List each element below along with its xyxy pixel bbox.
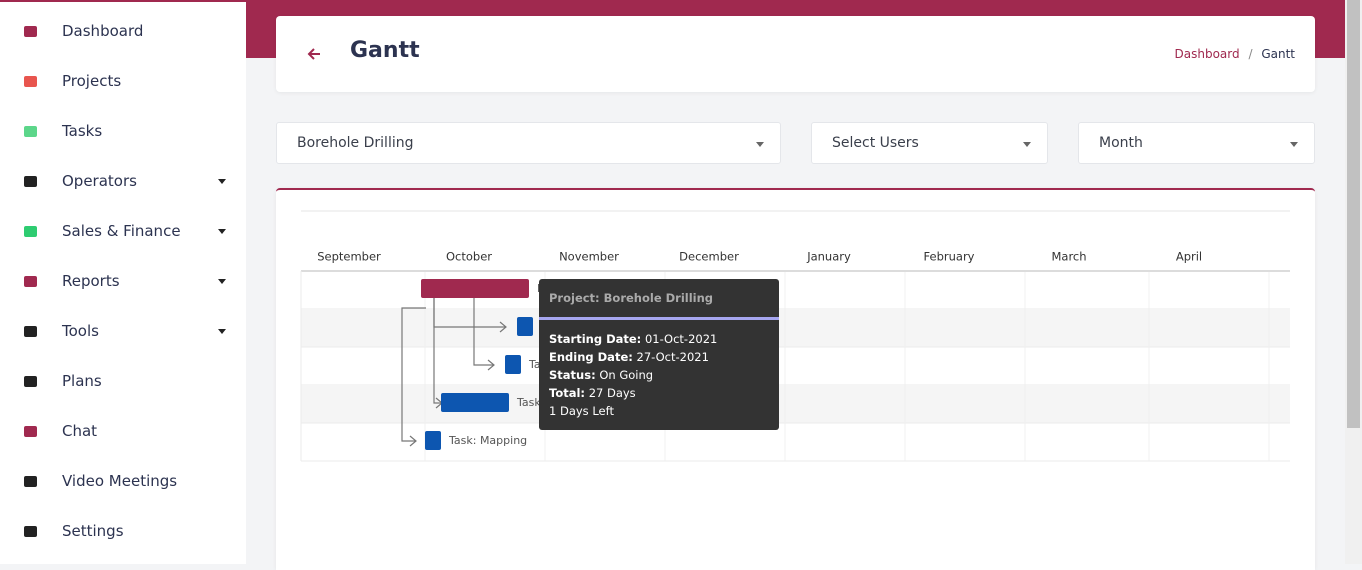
nav-label: Settings (62, 522, 124, 540)
tooltip-line: Total: 27 Days (549, 386, 636, 400)
month-label: October (446, 250, 492, 264)
month-label: January (806, 250, 851, 264)
nav-caret (218, 228, 226, 234)
month-label: February (924, 250, 975, 264)
filter-caret (1290, 142, 1298, 147)
nav-label: Video Meetings (62, 472, 178, 490)
row-band (301, 309, 1290, 347)
nav-icon (24, 475, 37, 487)
nav-label: Sales & Finance (62, 222, 181, 240)
tooltip-key: Total: (549, 386, 586, 400)
nav-item[interactable]: Plans (0, 356, 246, 406)
nav-icon (24, 425, 37, 437)
header-card (276, 16, 1315, 92)
month-label: March (1051, 250, 1086, 264)
nav-item[interactable]: Projects (0, 56, 246, 106)
nav-label: Operators (62, 172, 137, 190)
page-title: Gantt (350, 38, 420, 63)
connector-arrow (487, 359, 495, 371)
nav-label: Tasks (62, 122, 103, 140)
connector (433, 298, 442, 404)
connector (401, 307, 426, 442)
nav-item[interactable]: Video Meetings (0, 456, 246, 506)
back-arrow[interactable] (306, 46, 324, 62)
tooltip-key: Starting Date: (549, 332, 642, 346)
tooltip-key: Status: (549, 368, 596, 382)
filter-select[interactable]: Borehole Drilling (276, 122, 781, 164)
tooltip-value: 27 Days (588, 386, 636, 400)
filter-value: Borehole Drilling (297, 135, 414, 151)
nav-icon (24, 25, 37, 37)
tooltip-separator (539, 317, 779, 320)
nav-item[interactable]: Tasks (0, 106, 246, 156)
tooltip-line: Ending Date: 27-Oct-2021 (549, 350, 709, 364)
filter-caret (756, 142, 764, 147)
nav-label: Projects (62, 72, 122, 90)
nav-label: Chat (62, 422, 98, 440)
nav-item[interactable]: Sales & Finance (0, 206, 246, 256)
nav-label: Plans (62, 372, 102, 390)
gantt-bar[interactable] (441, 393, 509, 412)
tooltip-title: Project: Borehole Drilling (549, 291, 714, 305)
tooltip-value: 27-Oct-2021 (636, 350, 709, 364)
tooltip-value: On Going (599, 368, 654, 382)
connector-arrow (499, 321, 507, 333)
gantt-bar[interactable] (421, 279, 529, 298)
gantt-bar[interactable] (517, 317, 533, 336)
nav-item[interactable]: Chat (0, 406, 246, 456)
nav-icon (24, 175, 37, 187)
nav-label: Dashboard (62, 22, 144, 40)
sidebar: Dashboard Projects Tasks Operators Sales & F… (0, 0, 246, 564)
nav-item[interactable]: Reports (0, 256, 246, 306)
breadcrumb-link[interactable]: Dashboard (1174, 47, 1240, 61)
tooltip-footer: 1 Days Left (549, 404, 614, 418)
nav-icon (24, 375, 37, 387)
month-label: September (317, 250, 381, 264)
nav-icon (24, 125, 37, 137)
gantt-bar[interactable] (425, 431, 441, 450)
month-label: April (1176, 250, 1202, 264)
tooltip-key: Ending Date: (549, 350, 633, 364)
bar-label: Task: Mapping (448, 434, 527, 447)
filter-caret (1023, 142, 1031, 147)
filter-value: Month (1099, 135, 1143, 151)
filter-select[interactable]: Month (1078, 122, 1315, 164)
filter-value: Select Users (832, 135, 919, 151)
tooltip: Project: Borehole Drilling Starting Date… (539, 279, 779, 430)
nav-caret (218, 178, 226, 184)
tooltip-line: Status: On Going (549, 368, 653, 382)
tooltip-line: Starting Date: 01-Oct-2021 (549, 332, 717, 346)
filter-select[interactable]: Select Users (811, 122, 1048, 164)
nav-icon (24, 225, 37, 237)
breadcrumb-current: Gantt (1261, 47, 1295, 61)
scrollbar-thumb[interactable] (1347, 0, 1360, 428)
nav-label: Tools (62, 322, 99, 340)
gantt-chart: September October November December January F… (300, 210, 1290, 462)
nav-caret (218, 328, 226, 334)
nav-icon (24, 275, 37, 287)
nav-item[interactable]: Settings (0, 506, 246, 556)
month-label: November (559, 250, 619, 264)
nav-icon (24, 325, 37, 337)
gantt-card (276, 188, 1315, 570)
nav-icon (24, 75, 37, 87)
connector (473, 298, 494, 366)
connector-arrow (409, 435, 417, 447)
month-label: December (679, 250, 739, 264)
nav-icon (24, 525, 37, 537)
nav-label: Reports (62, 272, 120, 290)
nav-item[interactable]: Operators (0, 156, 246, 206)
gantt-bar[interactable] (505, 355, 521, 374)
nav-item[interactable]: Tools (0, 306, 246, 356)
breadcrumb: Dashboard / Gantt (1174, 47, 1295, 61)
tooltip-value: 01-Oct-2021 (644, 332, 718, 346)
nav-item[interactable]: Dashboard (0, 6, 246, 56)
nav-caret (218, 278, 226, 284)
